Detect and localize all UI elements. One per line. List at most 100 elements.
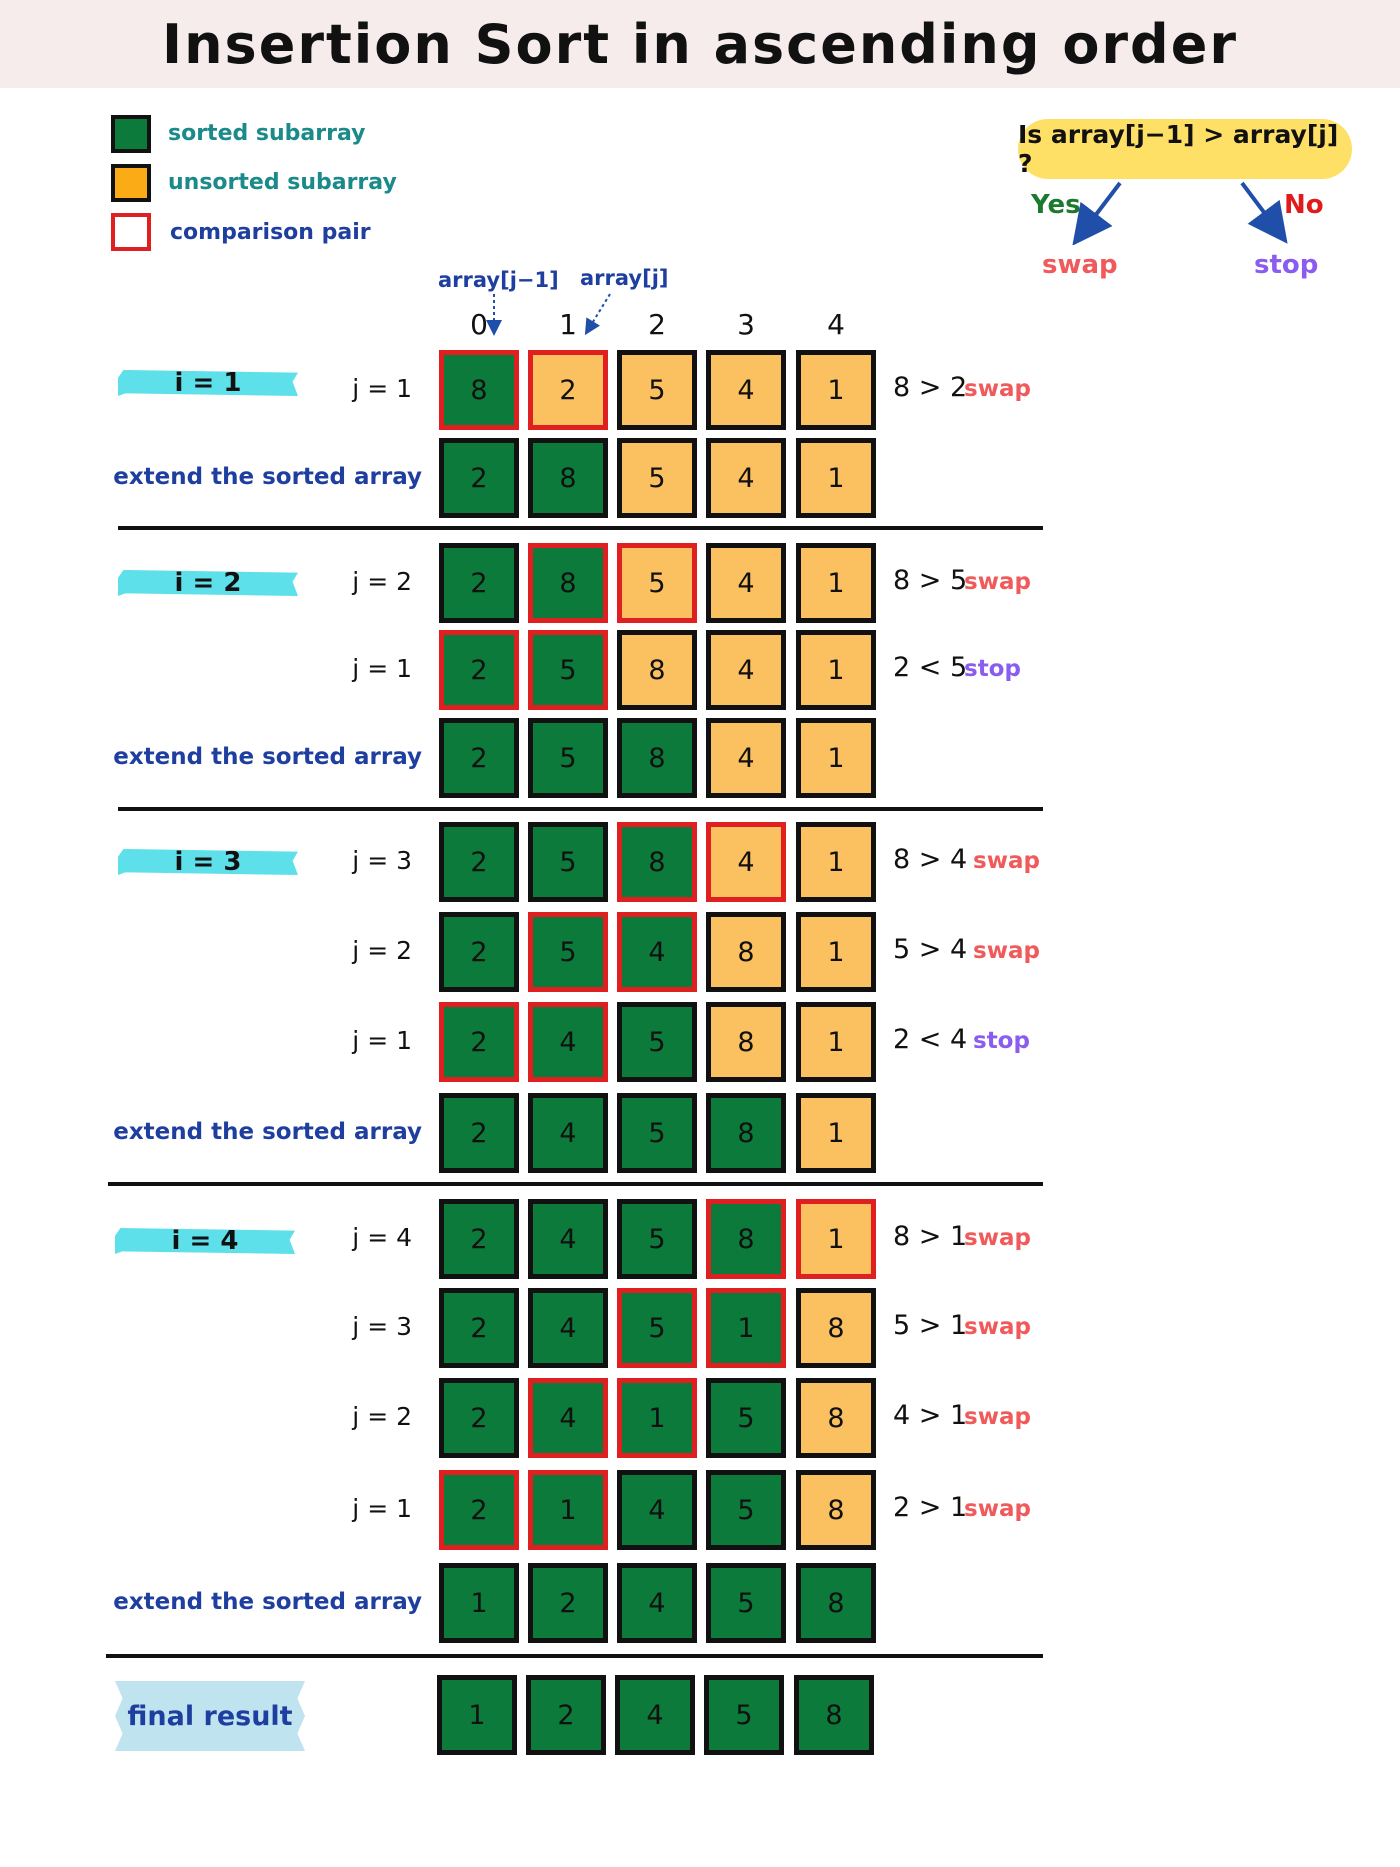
no-arrow-icon	[1240, 181, 1288, 244]
decision-yes-action: swap	[1042, 250, 1118, 280]
j-label: j = 2	[352, 567, 412, 596]
array-cell: 1	[796, 543, 876, 623]
comparison-action: stop	[964, 656, 1021, 682]
pass-label: i = 1	[118, 370, 298, 396]
array-cell: 5	[617, 1288, 697, 1368]
index-label: 2	[648, 308, 666, 341]
extend-label: extend the sorted array	[113, 744, 422, 770]
legend-label-unsorted: unsorted subarray	[168, 170, 397, 195]
extend-label: extend the sorted array	[113, 1119, 422, 1145]
array-cell: 8	[617, 630, 697, 710]
comparison-text: 8 > 1	[893, 1221, 968, 1252]
array-cell: 5	[617, 350, 697, 430]
comparison-text: 2 < 5	[893, 652, 968, 683]
array-cell: 8	[439, 350, 519, 430]
array-cell: 1	[528, 1470, 608, 1550]
comparison-action: swap	[964, 1225, 1031, 1251]
comparison-text: 5 > 4	[893, 934, 968, 965]
array-cell: 8	[796, 1378, 876, 1458]
index-label: 1	[559, 308, 577, 341]
legend-swatch-sorted	[111, 115, 151, 153]
array-cell: 2	[439, 1378, 519, 1458]
array-cell: 5	[528, 630, 608, 710]
array-cell: 8	[528, 438, 608, 518]
j-label: j = 1	[352, 654, 412, 683]
array-cell: 1	[796, 822, 876, 902]
decision-no-label: No	[1284, 190, 1324, 220]
array-cell: 2	[439, 718, 519, 798]
comparison-action: swap	[973, 938, 1040, 964]
array-cell: 5	[617, 543, 697, 623]
array-cell: 1	[796, 1199, 876, 1279]
array-cell: 1	[706, 1288, 786, 1368]
array-cell: 1	[439, 1563, 519, 1643]
array-cell: 1	[796, 438, 876, 518]
j-label: j = 2	[352, 1402, 412, 1431]
title-bar: Insertion Sort in ascending order	[0, 0, 1400, 88]
j-label: j = 3	[352, 846, 412, 875]
array-cell: 4	[706, 438, 786, 518]
legend-label-sorted: sorted subarray	[168, 121, 366, 146]
comparison-text: 4 > 1	[893, 1400, 968, 1431]
extend-label: extend the sorted array	[113, 1589, 422, 1615]
array-cell: 2	[439, 630, 519, 710]
array-cell: 2	[439, 543, 519, 623]
extend-label: extend the sorted array	[113, 464, 422, 490]
array-cell: 8	[617, 822, 697, 902]
comparison-action: swap	[964, 376, 1031, 402]
legend-label-comparison: comparison pair	[170, 220, 371, 245]
array-cell: 8	[528, 543, 608, 623]
pointer-prev-label: array[j−1]	[438, 268, 559, 292]
final-cell: 4	[615, 1675, 695, 1755]
array-cell: 4	[617, 912, 697, 992]
array-cell: 5	[528, 718, 608, 798]
array-cell: 2	[439, 1470, 519, 1550]
j-label: j = 3	[352, 1312, 412, 1341]
final-cell: 2	[526, 1675, 606, 1755]
array-cell: 5	[706, 1563, 786, 1643]
array-cell: 8	[796, 1563, 876, 1643]
pass-separator	[118, 526, 1043, 530]
pointer-arrows	[486, 293, 611, 336]
pass-label: i = 4	[115, 1228, 295, 1254]
array-cell: 2	[439, 822, 519, 902]
comparison-text: 5 > 1	[893, 1310, 968, 1341]
array-cell: 4	[528, 1378, 608, 1458]
comparison-action: swap	[964, 1404, 1031, 1430]
index-label: 0	[470, 308, 488, 341]
j-label: j = 2	[352, 936, 412, 965]
array-cell: 8	[706, 1002, 786, 1082]
array-cell: 1	[617, 1378, 697, 1458]
pass-separator	[108, 1182, 1043, 1186]
array-cell: 1	[796, 1002, 876, 1082]
array-cell: 8	[706, 1199, 786, 1279]
array-cell: 2	[439, 1199, 519, 1279]
comparison-action: stop	[973, 1028, 1030, 1054]
final-result-label: final result	[127, 1700, 293, 1732]
array-cell: 8	[617, 718, 697, 798]
final-result-badge: final result	[115, 1681, 305, 1751]
comparison-text: 2 < 4	[893, 1024, 968, 1055]
pointer-curr-label: array[j]	[580, 266, 669, 290]
array-cell: 2	[528, 1563, 608, 1643]
array-cell: 5	[528, 822, 608, 902]
array-cell: 1	[796, 1093, 876, 1173]
comparison-text: 8 > 5	[893, 565, 968, 596]
array-cell: 4	[706, 543, 786, 623]
index-label: 4	[827, 308, 845, 341]
decision-question: Is array[j−1] > array[j] ?	[1018, 119, 1352, 179]
pass-label: i = 3	[118, 849, 298, 875]
array-cell: 8	[706, 912, 786, 992]
array-cell: 4	[617, 1563, 697, 1643]
page-title: Insertion Sort in ascending order	[162, 12, 1238, 76]
final-cell: 8	[794, 1675, 874, 1755]
pass-separator	[118, 807, 1043, 811]
array-cell: 4	[706, 350, 786, 430]
j-label: j = 1	[352, 1494, 412, 1523]
array-cell: 8	[706, 1093, 786, 1173]
array-cell: 5	[617, 1002, 697, 1082]
final-cell: 1	[437, 1675, 517, 1755]
comparison-text: 8 > 4	[893, 844, 968, 875]
array-cell: 2	[439, 1288, 519, 1368]
array-cell: 8	[796, 1470, 876, 1550]
